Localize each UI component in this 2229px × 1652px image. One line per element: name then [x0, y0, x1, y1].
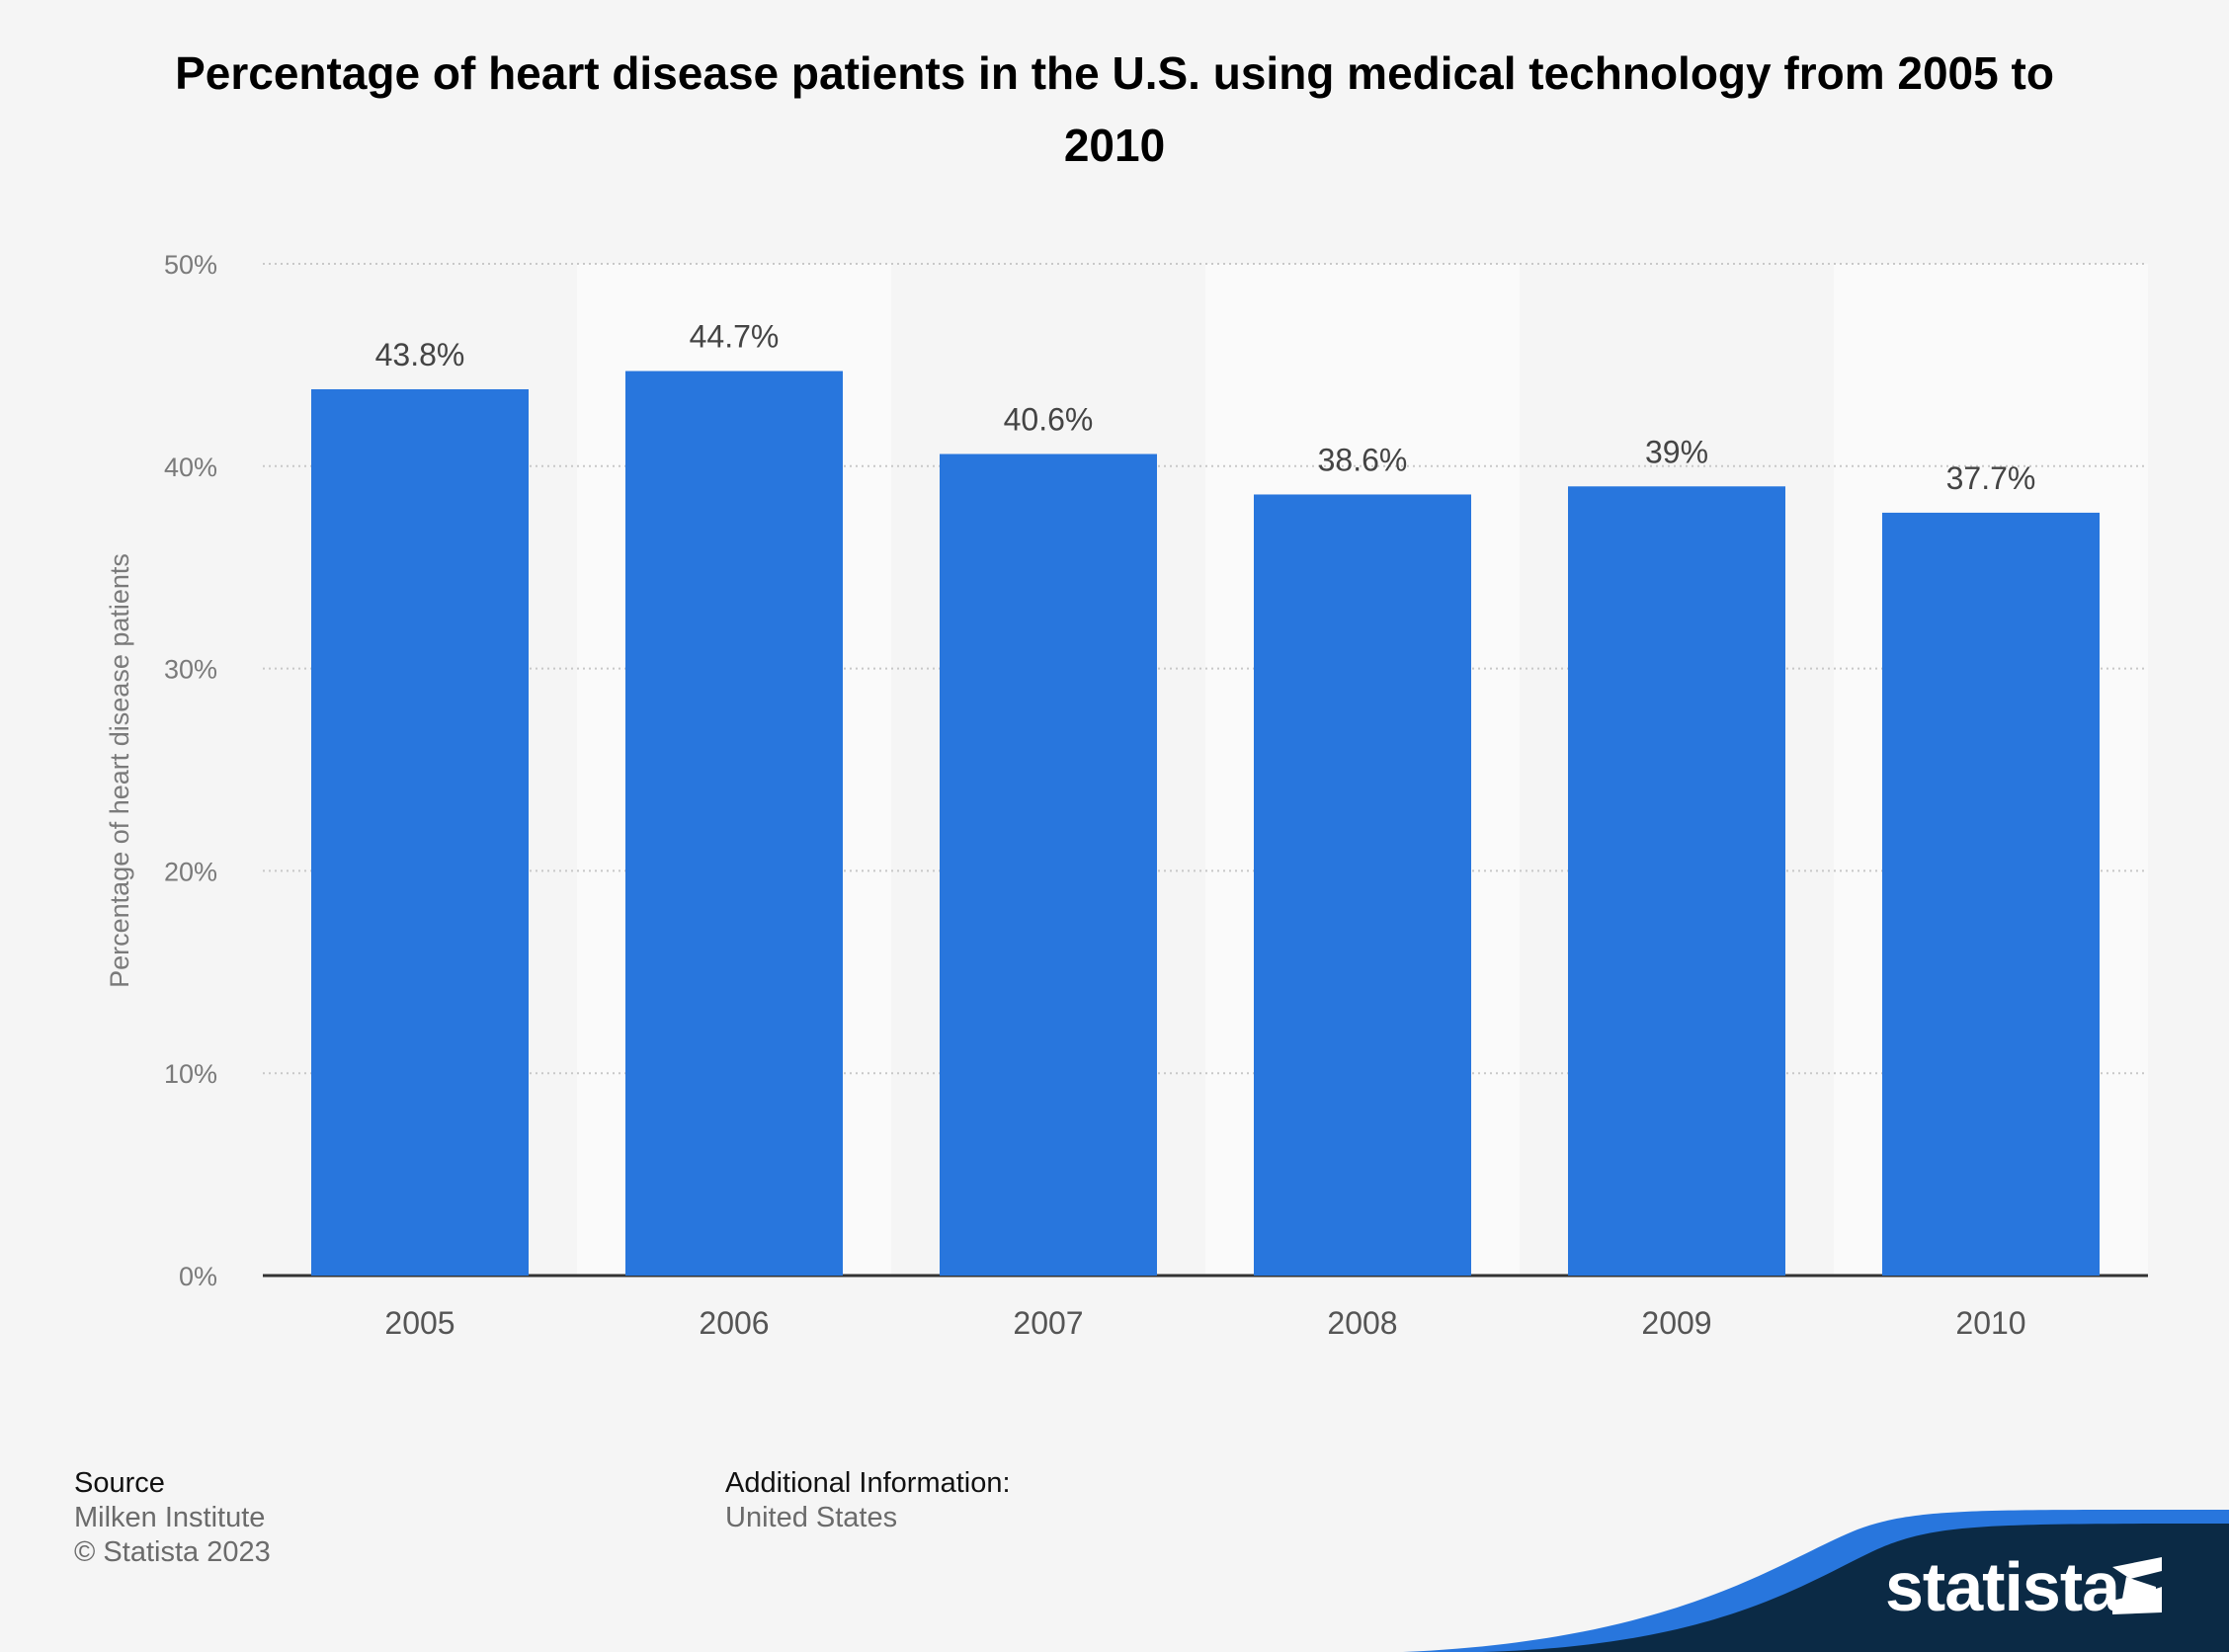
- statista-logo-icon: [2112, 1557, 2162, 1614]
- bar[interactable]: [1568, 486, 1785, 1276]
- bar[interactable]: [311, 388, 529, 1276]
- source-block: Source Milken Institute © Statista 2023: [74, 1466, 271, 1570]
- bar[interactable]: [1254, 494, 1471, 1276]
- source-heading: Source: [74, 1467, 165, 1499]
- y-axis-label: Percentage of heart disease patients: [105, 553, 134, 988]
- x-tick-label: 2009: [1641, 1305, 1711, 1341]
- y-tick-label: 50%: [164, 250, 217, 280]
- y-tick-label: 40%: [164, 453, 217, 482]
- source-name: Milken Institute: [74, 1502, 266, 1533]
- bar[interactable]: [940, 454, 1157, 1277]
- bar[interactable]: [1882, 512, 2100, 1276]
- data-label: 38.6%: [1318, 442, 1408, 477]
- copyright: © Statista 2023: [74, 1536, 271, 1568]
- additional-info-text: United States: [725, 1502, 898, 1533]
- y-tick-label: 0%: [179, 1262, 217, 1291]
- chart-title: Percentage of heart disease patients in …: [175, 47, 2054, 171]
- statista-logo-text: statista: [1885, 1548, 2120, 1625]
- y-tick-label: 10%: [164, 1059, 217, 1089]
- data-label: 39%: [1645, 434, 1708, 469]
- additional-info-block: Additional Information: United States: [725, 1466, 1011, 1535]
- x-tick-label: 2008: [1327, 1305, 1397, 1341]
- x-tick-label: 2006: [699, 1305, 769, 1341]
- x-tick-label: 2010: [1955, 1305, 2025, 1341]
- data-label: 40.6%: [1004, 402, 1094, 438]
- x-tick-label: 2007: [1013, 1305, 1083, 1341]
- data-label: 43.8%: [375, 337, 465, 372]
- additional-info-heading: Additional Information:: [725, 1467, 1011, 1499]
- data-label: 44.7%: [690, 319, 780, 355]
- x-tick-label: 2005: [384, 1305, 454, 1341]
- y-tick-label: 20%: [164, 857, 217, 886]
- bar[interactable]: [625, 371, 843, 1276]
- data-label: 37.7%: [1946, 460, 2036, 496]
- y-tick-label: 30%: [164, 655, 217, 685]
